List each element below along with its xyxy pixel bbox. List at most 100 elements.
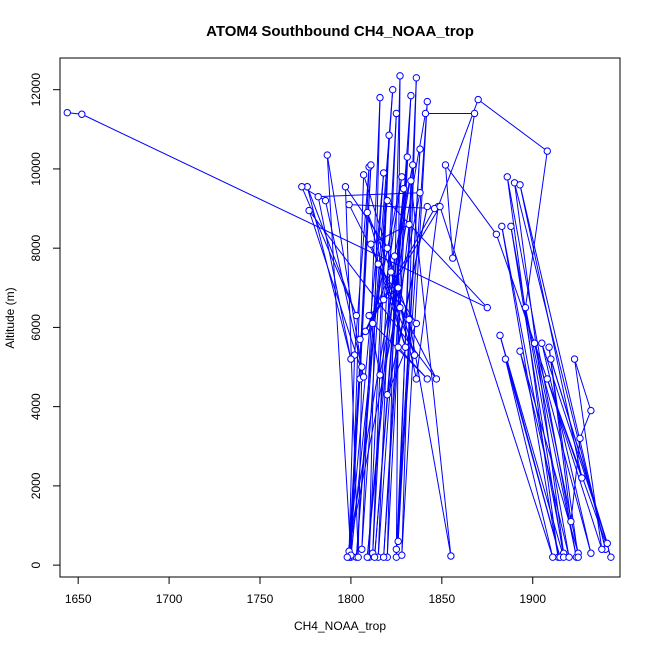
data-point: [370, 553, 379, 561]
data-point: [369, 319, 377, 328]
series-line-segment: [541, 343, 592, 554]
y-tick-label: 6000: [29, 314, 43, 341]
x-axis: 1650 1700 1750 1800 1850 1900: [65, 577, 546, 606]
plot-frame: [59, 57, 621, 578]
series-line-segment: [318, 192, 421, 198]
data-point: [507, 222, 515, 231]
data-point: [501, 355, 510, 363]
series-line-segment: [308, 210, 365, 378]
series-line-segment: [379, 113, 426, 376]
series-line-segment: [408, 319, 452, 557]
data-point: [379, 169, 388, 177]
series-line-segment: [326, 154, 363, 368]
series-line-segment: [445, 164, 497, 235]
data-point: [483, 303, 491, 312]
series-line-segment: [499, 335, 565, 558]
y-tick-label: 10000: [29, 152, 43, 186]
data-point: [587, 406, 595, 415]
series-line-segment: [506, 176, 559, 558]
data-point: [498, 222, 506, 231]
data-point: [565, 553, 573, 561]
series-line-segment: [499, 335, 561, 558]
data-point: [412, 375, 421, 383]
y-axis-label: Altitude (m): [3, 287, 17, 348]
series-line-segment: [546, 378, 603, 550]
series-line-segment: [368, 135, 390, 558]
series-lines: [67, 75, 612, 558]
series-line-segment: [348, 378, 361, 558]
data-point: [398, 173, 406, 181]
data-point: [543, 375, 551, 383]
series-line-segment: [570, 438, 581, 522]
data-point: [354, 553, 362, 561]
series-line-segment: [574, 358, 592, 411]
series-line-segment: [415, 206, 439, 379]
data-point: [409, 161, 417, 169]
data-point: [570, 355, 579, 363]
data-point: [576, 434, 584, 443]
series-line-segment: [357, 367, 363, 558]
x-tick-label: 1850: [428, 592, 455, 606]
data-point: [474, 95, 482, 104]
data-point: [343, 553, 351, 561]
series-line-segment: [579, 410, 592, 439]
series-line-segment: [359, 208, 435, 340]
data-point: [363, 553, 371, 561]
series-line-segment: [317, 196, 352, 360]
data-point: [359, 373, 368, 381]
series-line-segment: [354, 166, 370, 356]
series-line-segment: [359, 164, 372, 379]
series-line-segment: [350, 174, 365, 556]
series-line-segment: [550, 358, 612, 558]
series-line-segment: [452, 113, 476, 259]
data-point: [530, 339, 539, 347]
data-point: [383, 391, 391, 399]
data-point: [416, 189, 424, 197]
data-point: [441, 161, 450, 169]
data-point: [305, 206, 313, 215]
data-point: [407, 91, 415, 100]
data-point: [503, 173, 511, 181]
data-point: [403, 153, 411, 161]
x-axis-label: CH4_NOAA_trop: [294, 619, 386, 633]
data-point: [358, 363, 366, 371]
data-point: [345, 200, 353, 209]
data-point: [321, 196, 330, 205]
data-point: [496, 331, 504, 340]
data-point: [394, 284, 402, 292]
data-point: [392, 545, 401, 553]
x-tick-label: 1750: [247, 592, 274, 606]
data-point: [567, 517, 575, 526]
data-point: [379, 295, 388, 304]
data-point: [396, 303, 404, 312]
series-line-segment: [506, 176, 577, 558]
series-line-segment: [349, 204, 435, 210]
series-line-segment: [495, 234, 583, 479]
data-point: [399, 185, 408, 193]
data-point: [492, 230, 501, 239]
data-point: [538, 339, 546, 347]
series-line-segment: [377, 95, 412, 558]
data-point: [587, 549, 595, 557]
data-point: [63, 108, 71, 117]
data-point: [387, 268, 395, 276]
series-line-segment: [366, 256, 396, 558]
data-point: [323, 151, 331, 159]
series-line-segment: [390, 271, 416, 356]
data-point: [401, 343, 410, 351]
data-point: [385, 131, 393, 139]
data-point: [374, 260, 382, 268]
x-tick-label: 1650: [65, 592, 92, 606]
data-point: [549, 553, 557, 561]
data-point: [365, 311, 373, 320]
x-tick-label: 1900: [519, 592, 546, 606]
data-point: [405, 220, 413, 229]
data-point: [545, 343, 553, 351]
data-point: [394, 343, 402, 351]
series-line-segment: [372, 323, 428, 380]
series-line-segment: [397, 180, 412, 542]
data-point: [379, 553, 388, 561]
data-point: [78, 110, 86, 118]
series-line-segment: [501, 226, 565, 554]
